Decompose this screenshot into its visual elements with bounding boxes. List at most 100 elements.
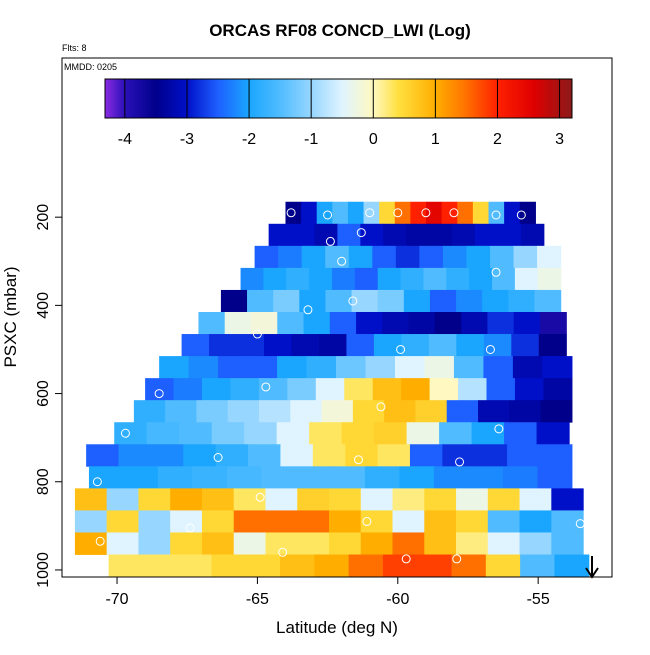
heat-cell <box>277 311 305 335</box>
heat-cell <box>211 554 247 577</box>
heat-cell <box>539 444 573 467</box>
heat-cell <box>456 510 489 533</box>
heat-cell <box>363 201 380 225</box>
heat-cell <box>502 466 538 489</box>
heat-cell <box>201 532 235 555</box>
heat-cell <box>183 444 217 467</box>
heat-cell <box>348 554 384 577</box>
heat-cell <box>106 488 140 511</box>
heat-cell <box>446 267 470 291</box>
heat-cell <box>188 356 219 379</box>
obs-point <box>449 208 459 218</box>
heat-cell <box>401 334 430 357</box>
heat-cell <box>382 311 410 335</box>
obs-point <box>401 554 411 564</box>
heat-cell <box>364 466 400 489</box>
heat-cell <box>424 356 455 379</box>
heat-cell <box>453 356 485 379</box>
heat-cell <box>452 223 476 247</box>
obs-point <box>95 536 105 546</box>
heat-cell <box>415 400 448 423</box>
x-axis-label: Latitude (deg N) <box>276 618 398 637</box>
heat-cell <box>374 422 408 445</box>
heat-cell <box>377 289 405 313</box>
heat-cell <box>492 267 516 291</box>
heat-cell <box>468 466 504 489</box>
heat-cell <box>392 488 425 511</box>
heat-cell <box>297 510 330 533</box>
heat-cell <box>482 289 509 313</box>
heat-cell <box>86 444 120 467</box>
heat-cell <box>442 245 468 269</box>
heat-cell <box>230 378 260 401</box>
heat-cell <box>509 400 542 423</box>
heat-cell <box>276 422 310 445</box>
heat-cell <box>330 466 366 489</box>
flights-label: Flts: 8 <box>62 43 87 53</box>
heat-cell <box>519 201 536 225</box>
y-tick-label: 400 <box>35 292 52 319</box>
heat-cell <box>403 289 431 313</box>
colorbar-tick-label: -2 <box>242 131 256 148</box>
heat-cell <box>170 488 203 511</box>
heat-cell <box>351 289 379 313</box>
heat-cell <box>285 201 302 225</box>
heat-cell <box>537 466 573 489</box>
heat-cell <box>142 554 178 577</box>
obs-point <box>516 210 526 220</box>
obs-point <box>491 210 501 220</box>
heat-cell <box>318 334 348 357</box>
heat-cell <box>461 311 489 335</box>
heat-cell <box>240 267 265 291</box>
heat-cell <box>336 356 367 379</box>
heat-cell <box>280 554 315 577</box>
obs-point <box>376 402 386 412</box>
heat-cell <box>179 422 213 445</box>
heat-cell <box>133 400 166 423</box>
heat-cell <box>456 334 485 357</box>
heat-cell <box>218 356 249 379</box>
heat-cell <box>442 444 476 467</box>
heat-cell <box>159 356 190 379</box>
heat-cell <box>224 311 252 335</box>
obs-point <box>337 256 347 266</box>
heat-cell <box>192 466 228 489</box>
heat-cell <box>373 334 402 357</box>
heat-cell <box>417 554 453 577</box>
obs-point <box>365 208 375 218</box>
heat-cell <box>250 311 278 335</box>
heat-cell <box>259 400 291 423</box>
heat-cell <box>504 201 521 225</box>
heat-cell <box>487 510 521 533</box>
heat-cell <box>328 532 362 555</box>
heat-cell <box>429 378 459 401</box>
heat-cell <box>487 488 521 511</box>
heat-cell <box>439 422 473 445</box>
heat-cell <box>329 311 357 335</box>
heat-cell <box>309 267 333 291</box>
chart-title: ORCAS RF08 CONCD_LWI (Log) <box>209 21 471 40</box>
heat-cell <box>539 311 567 335</box>
heat-cell <box>446 400 479 423</box>
heat-cell <box>456 289 483 313</box>
heat-cell <box>297 532 330 555</box>
heat-cell <box>401 378 431 401</box>
colorbar <box>104 78 573 119</box>
heat-cell <box>406 223 430 247</box>
heat-cell <box>456 488 489 511</box>
heat-cell <box>106 510 140 533</box>
heat-cell <box>379 201 396 225</box>
heat-cell <box>88 466 125 489</box>
heat-cell <box>497 223 522 247</box>
heat-cell <box>286 267 310 291</box>
heat-cell <box>394 356 426 379</box>
heat-cell <box>466 245 491 269</box>
heat-cell <box>291 223 316 247</box>
heat-cell <box>220 289 248 313</box>
obs-point <box>393 208 403 218</box>
heat-cell <box>341 422 375 445</box>
obs-point <box>575 519 585 529</box>
heat-cell <box>424 510 457 533</box>
heat-cell <box>108 554 144 577</box>
heat-cell <box>301 245 326 269</box>
